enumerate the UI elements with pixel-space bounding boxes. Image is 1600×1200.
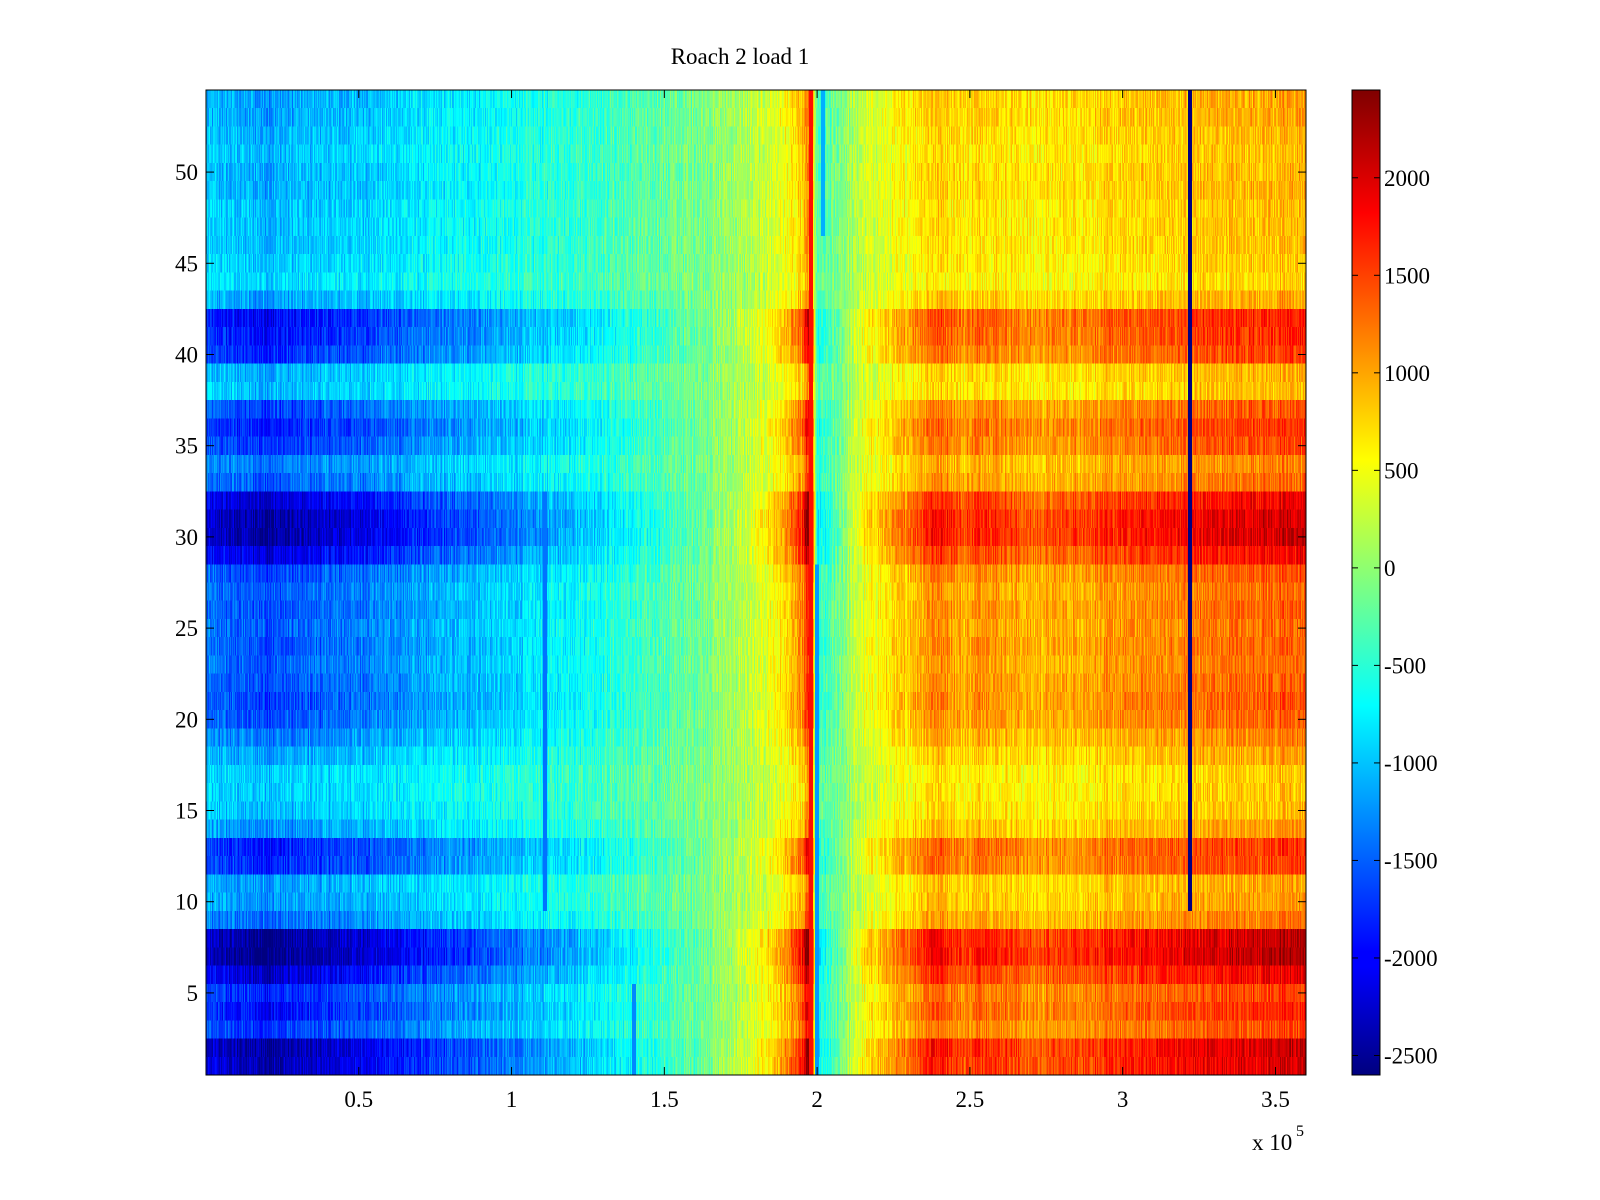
plot-frame — [205, 89, 1307, 1076]
x-tick-label: 1.5 — [650, 1087, 679, 1112]
x-tick-label: 2.5 — [956, 1087, 985, 1112]
colorbar-gradient — [1351, 89, 1381, 1076]
colorbar-tick-label: -1500 — [1384, 848, 1438, 873]
y-tick-label: 50 — [175, 160, 198, 185]
plot-area — [205, 89, 1307, 1076]
colorbar: -2500 -2000 -1500 -1000 -500 0 500 1000 1500 2000 — [1351, 89, 1438, 1076]
x-multiplier-base: x 10 — [1252, 1130, 1292, 1155]
colorbar-tick-label: 1500 — [1384, 263, 1430, 288]
x-tick-labels: 0.5 1 1.5 2 2.5 3 3.5 — [344, 1087, 1289, 1112]
y-tick-label: 10 — [175, 890, 198, 915]
y-tick-labels: 5 10 15 20 25 30 35 40 45 50 — [175, 160, 198, 1006]
y-tick-label: 25 — [175, 616, 198, 641]
colorbar-ticks — [1352, 177, 1380, 1056]
colorbar-tick-label: -1000 — [1384, 751, 1438, 776]
x-tick-label: 1 — [506, 1087, 518, 1112]
y-tick-label: 35 — [175, 434, 198, 459]
plot-ticks — [206, 90, 1306, 1075]
x-multiplier-label: x 10 — [1252, 1130, 1292, 1155]
y-tick-label: 30 — [175, 525, 198, 550]
x-multiplier-exponent: 5 — [1296, 1123, 1304, 1140]
y-tick-label: 20 — [175, 707, 198, 732]
colorbar-tick-label: 500 — [1384, 458, 1419, 483]
x-tick-label: 0.5 — [344, 1087, 373, 1112]
x-tick-label: 3.5 — [1261, 1087, 1290, 1112]
y-tick-label: 15 — [175, 799, 198, 824]
heatmap-cells — [206, 90, 1306, 1075]
colorbar-tick-label: 1000 — [1384, 361, 1430, 386]
x-tick-label: 3 — [1117, 1087, 1129, 1112]
y-tick-label: 40 — [175, 342, 198, 367]
colorbar-tick-labels: -2500 -2000 -1500 -1000 -500 0 500 1000 1500 2000 — [1384, 166, 1438, 1069]
colorbar-tick-label: 0 — [1384, 556, 1396, 581]
chart-title: Roach 2 load 1 — [671, 44, 810, 69]
colorbar-tick-label: -500 — [1384, 653, 1426, 678]
y-tick-label: 5 — [187, 981, 199, 1006]
x-tick-label: 2 — [811, 1087, 823, 1112]
y-tick-label: 45 — [175, 251, 198, 276]
colorbar-tick-label: -2500 — [1384, 1043, 1438, 1068]
colorbar-tick-label: -2000 — [1384, 946, 1438, 971]
colorbar-tick-label: 2000 — [1384, 166, 1430, 191]
